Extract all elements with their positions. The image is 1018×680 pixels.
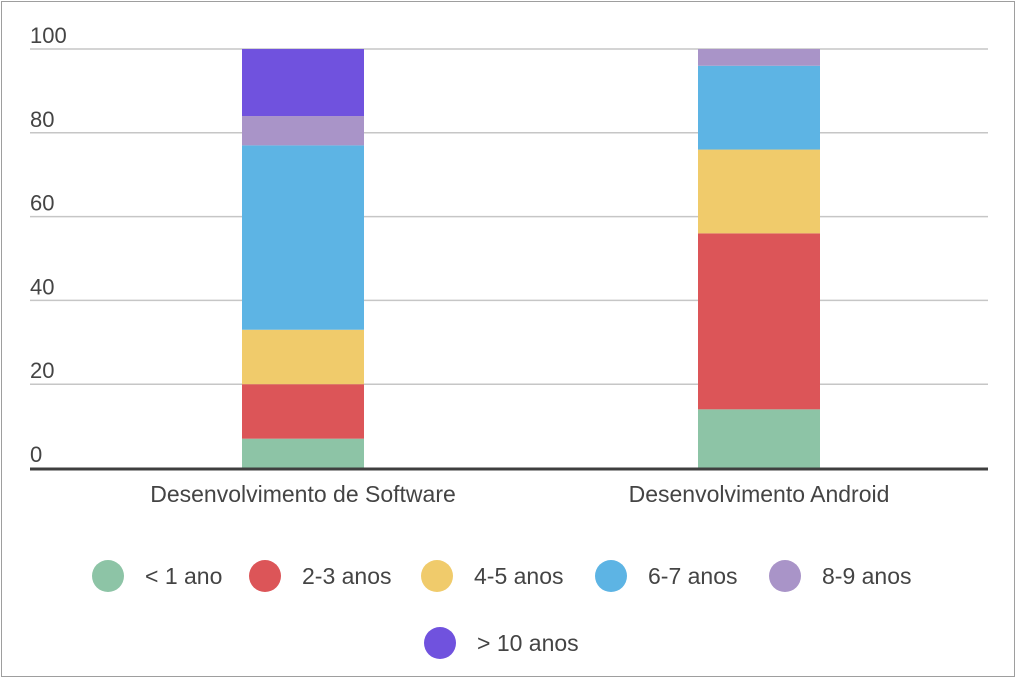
legend-item-5: > 10 anos — [424, 627, 579, 659]
legend-item-3: 6-7 anos — [595, 560, 738, 592]
bar-segment-1-4 — [698, 49, 820, 66]
y-tick-label-100: 100 — [30, 23, 67, 48]
legend-swatch-0 — [92, 560, 124, 592]
bar-segment-1-0 — [698, 409, 820, 468]
y-axis-ticks: 0 20 40 60 80 100 — [30, 23, 67, 467]
legend-label-0: < 1 ano — [145, 563, 222, 589]
bar-segment-0-1 — [242, 384, 364, 439]
y-tick-label-0: 0 — [30, 442, 42, 467]
legend-swatch-4 — [769, 560, 801, 592]
bar-segment-0-4 — [242, 116, 364, 146]
y-tick-label-80: 80 — [30, 107, 54, 132]
y-tick-label-20: 20 — [30, 358, 54, 383]
legend-swatch-1 — [249, 560, 281, 592]
legend-item-1: 2-3 anos — [249, 560, 392, 592]
legend-swatch-5 — [424, 627, 456, 659]
legend: < 1 ano 2-3 anos 4-5 anos 6-7 anos 8-9 anos >… — [92, 560, 912, 659]
legend-label-1: 2-3 anos — [302, 563, 392, 589]
bar-segment-0-5 — [242, 49, 364, 117]
bar-segment-0-2 — [242, 329, 364, 385]
y-tick-label-60: 60 — [30, 191, 54, 216]
bar-segment-1-2 — [698, 149, 820, 234]
legend-label-2: 4-5 anos — [474, 563, 564, 589]
legend-label-5: > 10 anos — [477, 630, 579, 656]
bar-segment-1-3 — [698, 65, 820, 150]
y-tick-label-40: 40 — [30, 274, 54, 299]
legend-item-0: < 1 ano — [92, 560, 222, 592]
legend-label-4: 8-9 anos — [822, 563, 912, 589]
bar-segment-0-0 — [242, 438, 364, 468]
bars — [242, 49, 820, 468]
x-category-label-1: Desenvolvimento Android — [629, 481, 890, 507]
bar-segment-1-1 — [698, 233, 820, 410]
legend-swatch-2 — [421, 560, 453, 592]
x-axis-categories: Desenvolvimento de Software Desenvolvimen… — [150, 481, 889, 507]
x-category-label-0: Desenvolvimento de Software — [150, 481, 456, 507]
legend-item-2: 4-5 anos — [421, 560, 564, 592]
bar-segment-0-3 — [242, 145, 364, 330]
legend-swatch-3 — [595, 560, 627, 592]
legend-label-3: 6-7 anos — [648, 563, 738, 589]
gridlines — [30, 48, 988, 385]
legend-item-4: 8-9 anos — [769, 560, 912, 592]
